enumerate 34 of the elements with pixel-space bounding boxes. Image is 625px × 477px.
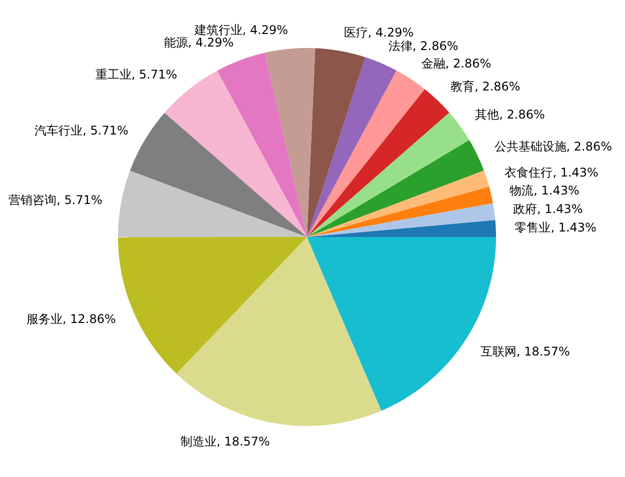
slice-label: 金融, 2.86%	[421, 56, 492, 70]
pie-slice	[307, 170, 490, 237]
pie-slice	[307, 203, 496, 237]
slice-label: 营销咨询, 5.71%	[8, 193, 102, 208]
pie-slice	[176, 237, 382, 426]
slice-label: 服务业, 12.86%	[26, 312, 116, 326]
slice-label: 公共基础设施, 2.86%	[494, 140, 612, 154]
slice-label: 法律, 2.86%	[388, 38, 458, 53]
slice-label: 汽车行业, 5.71%	[34, 124, 128, 138]
slice-label: 能源, 4.29%	[164, 35, 234, 50]
pie-slice	[307, 48, 366, 237]
pie-slice	[307, 186, 493, 237]
slice-label: 衣食住行, 1.43%	[504, 166, 598, 180]
slice-label: 政府, 1.43%	[513, 202, 583, 216]
pie-slice	[307, 70, 425, 237]
slice-label: 制造业, 18.57%	[180, 434, 270, 449]
slice-label: 零售业, 1.43%	[514, 220, 596, 235]
slice-label: 医疗, 4.29%	[344, 25, 414, 40]
pie-slice	[217, 52, 307, 237]
slice-label: 重工业, 5.71%	[95, 68, 178, 82]
pie-slice	[307, 140, 484, 237]
pie-slice	[307, 57, 396, 237]
pie-slice	[307, 112, 470, 237]
pie-slice	[307, 220, 496, 237]
slice-label: 教育, 2.86%	[450, 80, 520, 94]
pie-slice	[130, 112, 307, 237]
slice-label: 建筑行业, 4.29%	[193, 22, 288, 37]
slice-label: 物流, 1.43%	[510, 184, 580, 198]
pie-slice	[307, 89, 450, 237]
pie-slice	[118, 170, 307, 238]
pie-slice	[264, 48, 316, 237]
slice-label: 互联网, 18.57%	[480, 344, 570, 358]
pie-slice	[118, 237, 307, 374]
slice-label: 其他, 2.86%	[475, 108, 545, 122]
